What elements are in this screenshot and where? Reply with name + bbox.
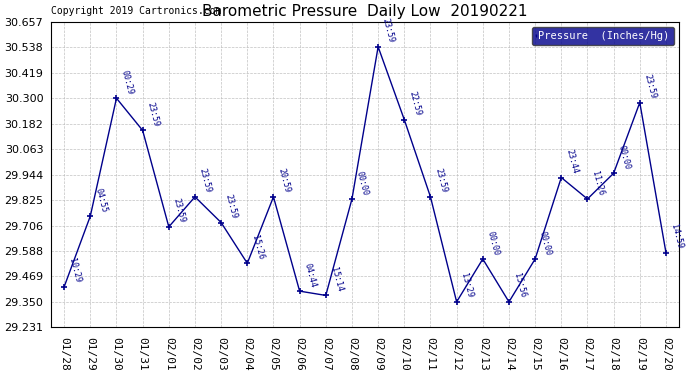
Text: 22:59: 22:59: [407, 90, 422, 117]
Text: 00:00: 00:00: [616, 144, 631, 171]
Text: 23:44: 23:44: [564, 148, 579, 175]
Text: 20:59: 20:59: [276, 168, 291, 194]
Title: Barometric Pressure  Daily Low  20190221: Barometric Pressure Daily Low 20190221: [202, 4, 528, 19]
Text: 10:29: 10:29: [67, 258, 82, 284]
Text: 23:59: 23:59: [433, 168, 448, 194]
Text: 23:59: 23:59: [198, 168, 213, 194]
Text: 00:29: 00:29: [119, 69, 135, 96]
Text: 04:44: 04:44: [302, 262, 317, 288]
Text: 00:00: 00:00: [355, 170, 370, 196]
Text: 23:59: 23:59: [381, 18, 396, 44]
Text: 23:59: 23:59: [642, 73, 658, 100]
Text: 00:00: 00:00: [486, 230, 501, 256]
Text: 13:29: 13:29: [460, 273, 475, 299]
Text: 15:26: 15:26: [250, 234, 265, 261]
Text: 04:55: 04:55: [93, 187, 108, 213]
Legend: Pressure  (Inches/Hg): Pressure (Inches/Hg): [532, 27, 674, 45]
Text: 23:59: 23:59: [146, 101, 161, 128]
Text: 23:59: 23:59: [172, 198, 187, 224]
Text: 00:00: 00:00: [538, 230, 553, 256]
Text: 23:59: 23:59: [224, 193, 239, 220]
Text: 15:56: 15:56: [512, 273, 527, 299]
Text: 14:59: 14:59: [669, 223, 684, 250]
Text: Copyright 2019 Cartronics.com: Copyright 2019 Cartronics.com: [51, 6, 221, 16]
Text: 11:26: 11:26: [590, 170, 605, 196]
Text: 15:14: 15:14: [328, 266, 344, 292]
